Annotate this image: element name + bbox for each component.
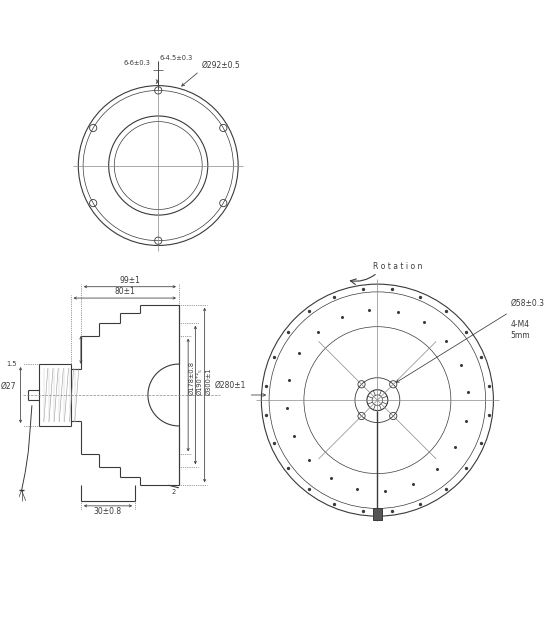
Text: 99±1: 99±1 <box>119 276 140 284</box>
Text: Ø300±1: Ø300±1 <box>206 368 212 395</box>
Text: Ø190⁺²₅: Ø190⁺²₅ <box>196 368 202 395</box>
Text: Ø280±1: Ø280±1 <box>214 381 246 390</box>
Text: Ø27: Ø27 <box>1 382 16 391</box>
Text: 80±1: 80±1 <box>114 287 135 296</box>
Text: Ø292±0.5: Ø292±0.5 <box>202 61 241 70</box>
Text: 5mm: 5mm <box>510 331 530 339</box>
Text: Ø178±0.8: Ø178±0.8 <box>189 361 195 395</box>
Bar <box>373 508 382 520</box>
Text: 1.5: 1.5 <box>6 361 16 367</box>
Text: 4-M4: 4-M4 <box>510 320 530 329</box>
Text: 6-6±0.3: 6-6±0.3 <box>124 60 151 66</box>
Text: 30±0.8: 30±0.8 <box>94 506 122 516</box>
Text: R o t a t i o n: R o t a t i o n <box>373 262 423 271</box>
Text: Ø58±0.3: Ø58±0.3 <box>510 298 544 308</box>
Text: 2: 2 <box>171 489 175 495</box>
Text: 6-4.5±0.3: 6-4.5±0.3 <box>160 55 193 61</box>
